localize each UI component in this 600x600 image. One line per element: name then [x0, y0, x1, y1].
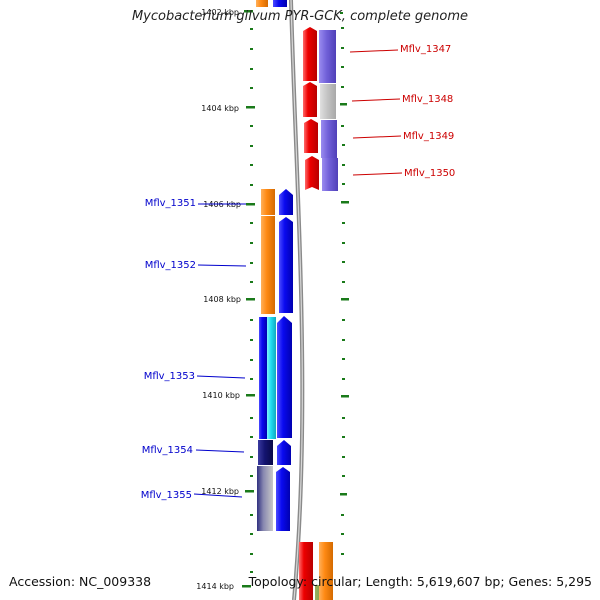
gene-labels-forward: Mflv_1347 Mflv_1348 Mflv_1349 Mflv_1350: [400, 44, 455, 179]
gene-mflv-1351[interactable]: [261, 189, 293, 215]
reverse-track-dots: [250, 28, 253, 573]
gene-bottom-partial[interactable]: [299, 542, 333, 600]
genome-backbone: [289, 0, 305, 600]
tick-label-1414: 1414 kbp: [196, 582, 234, 591]
gene-mflv-1355[interactable]: [257, 466, 290, 531]
tick-label-1402: 1402 kbp: [201, 8, 239, 17]
tick-label-1408: 1408 kbp: [203, 295, 241, 304]
tick-marks: [242, 10, 255, 588]
gene-mflv-1348[interactable]: [303, 82, 336, 119]
forward-track-dots: [340, 12, 349, 555]
gene-mflv-1347[interactable]: [303, 27, 336, 83]
gene-top-partial[interactable]: [256, 0, 287, 7]
tick-label-1410: 1410 kbp: [202, 391, 240, 400]
tick-labels: 1402 kbp 1404 kbp 1406 kbp 1408 kbp 1410…: [196, 8, 241, 591]
label-mflv-1347[interactable]: Mflv_1347: [400, 44, 451, 55]
label-mflv-1354[interactable]: Mflv_1354: [142, 445, 193, 456]
tick-label-1412: 1412 kbp: [201, 487, 239, 496]
map-title: Mycobacterium gilvum PYR-GCK, complete g…: [131, 9, 469, 24]
accession-text: Accession: NC_009338: [9, 574, 152, 589]
label-mflv-1350[interactable]: Mflv_1350: [404, 168, 455, 179]
genome-summary-text: Topology: circular; Length: 5,619,607 bp…: [248, 574, 592, 589]
tick-label-1404: 1404 kbp: [201, 104, 239, 113]
gene-mflv-1350[interactable]: [305, 156, 338, 191]
label-leaders: [193, 49, 403, 498]
label-mflv-1355[interactable]: Mflv_1355: [141, 490, 192, 501]
gene-labels-reverse: Mflv_1351 Mflv_1352 Mflv_1353 Mflv_1354 …: [141, 198, 196, 501]
label-mflv-1353[interactable]: Mflv_1353: [144, 371, 195, 382]
label-mflv-1349[interactable]: Mflv_1349: [403, 131, 454, 142]
gene-mflv-1353[interactable]: [259, 316, 292, 439]
label-mflv-1348[interactable]: Mflv_1348: [402, 94, 453, 105]
gene-mflv-1352[interactable]: [261, 216, 293, 314]
gene-mflv-1349[interactable]: [304, 119, 337, 158]
gene-mflv-1354[interactable]: [258, 440, 291, 465]
label-mflv-1351[interactable]: Mflv_1351: [145, 198, 196, 209]
label-mflv-1352[interactable]: Mflv_1352: [145, 260, 196, 271]
